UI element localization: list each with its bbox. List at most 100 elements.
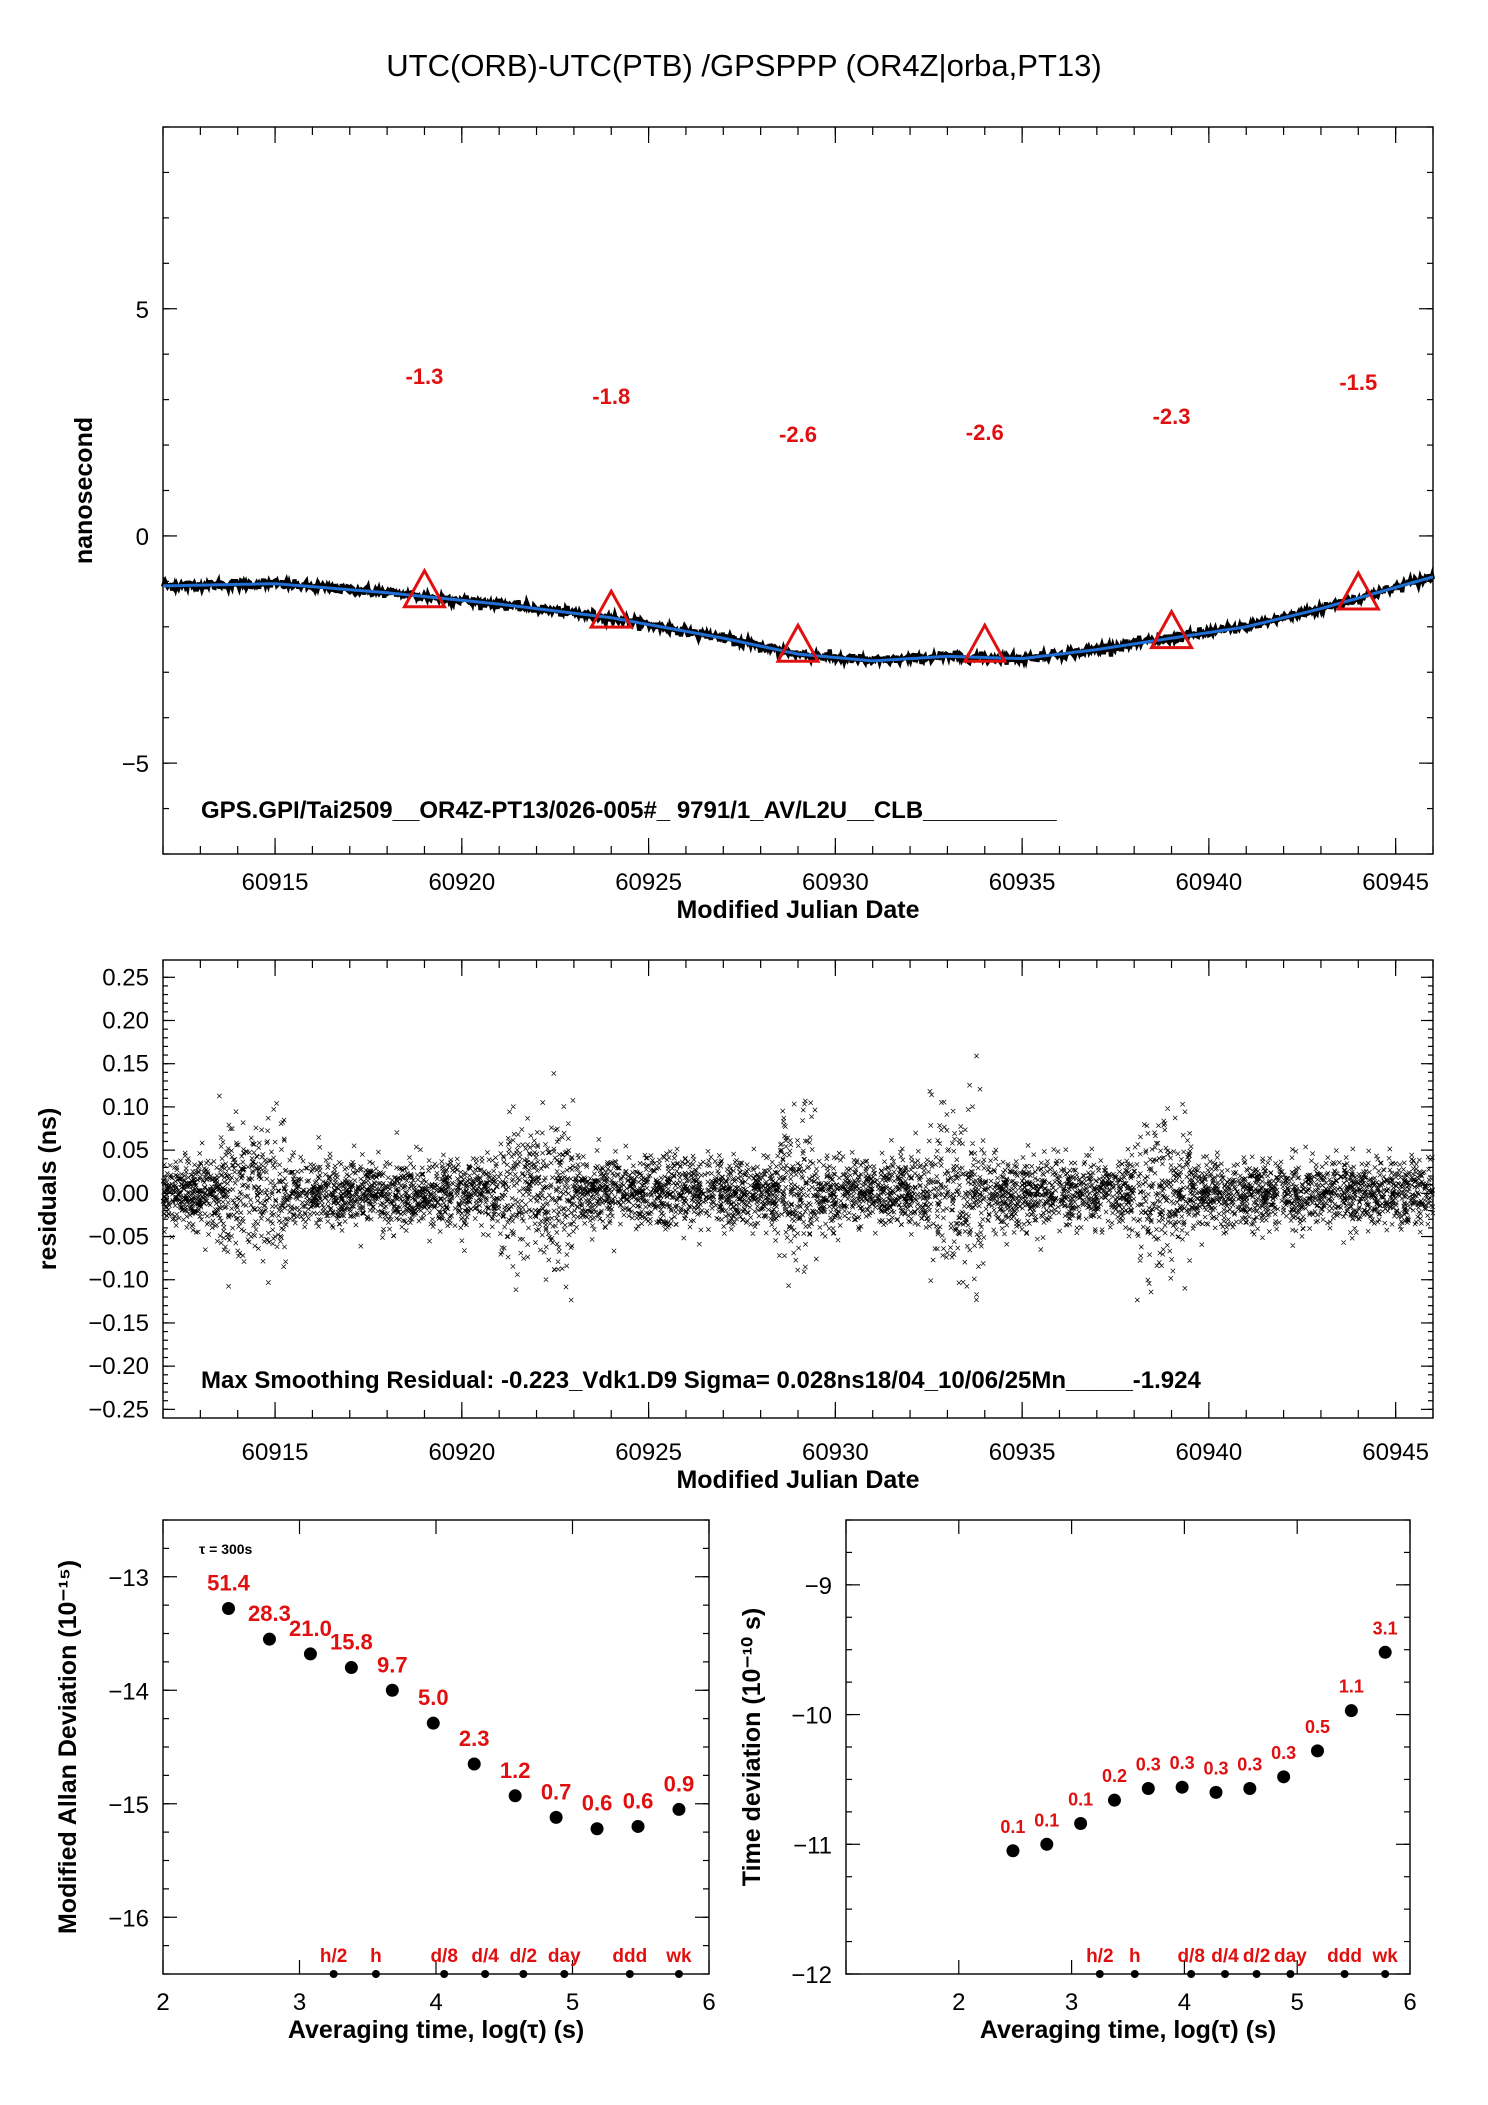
x-axis-label: Modified Julian Date bbox=[676, 1466, 919, 1494]
time-mark-dot bbox=[1095, 1970, 1104, 1978]
deviation-label: 0.2 bbox=[1102, 1766, 1127, 1786]
deviation-point bbox=[1006, 1844, 1020, 1858]
y-tick-label: 0.20 bbox=[102, 1007, 149, 1034]
deviation-point bbox=[508, 1789, 522, 1803]
marker-label: -2.3 bbox=[1153, 404, 1191, 429]
marker-label: -1.3 bbox=[406, 364, 444, 389]
deviation-point bbox=[672, 1802, 686, 1816]
deviation-label: 1.2 bbox=[500, 1758, 531, 1783]
x-tick-label: 3 bbox=[293, 1989, 306, 2016]
marker-label: -2.6 bbox=[779, 422, 817, 447]
y-tick-label: −10 bbox=[791, 1703, 832, 1730]
x-tick-label: 3 bbox=[1065, 1989, 1078, 2016]
time-mark-dot bbox=[329, 1970, 338, 1978]
x-tick-label: 60945 bbox=[1362, 1439, 1429, 1466]
y-tick-label: 0.15 bbox=[102, 1051, 149, 1078]
time-mark-label: d/8 bbox=[1177, 1946, 1204, 1967]
triangle-marker bbox=[588, 588, 634, 629]
time-mark-label: d/8 bbox=[430, 1946, 457, 1967]
deviation-label: 9.7 bbox=[377, 1652, 408, 1677]
triangle-marker bbox=[1148, 608, 1195, 650]
y-tick-label: 0.10 bbox=[102, 1094, 149, 1121]
time-mark-label: wk bbox=[665, 1946, 692, 1967]
deviation-label: 51.4 bbox=[207, 1571, 251, 1596]
plot-frame bbox=[162, 959, 1434, 1419]
y-tick-label: −0.25 bbox=[88, 1396, 149, 1423]
time-mark-dot bbox=[519, 1970, 528, 1978]
time-mark-label: h/2 bbox=[320, 1946, 347, 1967]
panel-annotation: GPS.GPI/Tai2509__OR4Z-PT13/026-005#_ 979… bbox=[201, 797, 1057, 824]
y-tick-label: 0.25 bbox=[102, 964, 149, 991]
deviation-point bbox=[1074, 1817, 1088, 1831]
time-mark-dot bbox=[1381, 1970, 1390, 1978]
deviation-point bbox=[262, 1632, 276, 1646]
deviation-point bbox=[1107, 1793, 1121, 1807]
time-mark-label: ddd bbox=[1327, 1946, 1362, 1967]
deviation-label: 21.0 bbox=[289, 1616, 332, 1641]
time-mark-label: d/2 bbox=[510, 1946, 537, 1967]
deviation-label: 0.6 bbox=[582, 1791, 613, 1816]
deviation-point bbox=[1378, 1645, 1392, 1659]
x-tick-label: 6 bbox=[702, 1989, 715, 2016]
smoothed-phase-series bbox=[162, 575, 1434, 663]
y-tick-label: −0.10 bbox=[88, 1267, 149, 1294]
y-tick-label: 0.05 bbox=[102, 1137, 149, 1164]
deviation-label: 15.8 bbox=[330, 1630, 373, 1655]
triangle-marker bbox=[1335, 569, 1381, 611]
figure-title: UTC(ORB)-UTC(PTB) /GPSPPP (OR4Z|orba,PT1… bbox=[386, 48, 1101, 83]
x-tick-label: 60945 bbox=[1362, 869, 1429, 896]
y-tick-label: −5 bbox=[122, 751, 149, 778]
x-axis-label: Averaging time, log(τ) (s) bbox=[288, 2016, 584, 2044]
time-mark-dot bbox=[1340, 1970, 1349, 1978]
deviation-label: 0.9 bbox=[664, 1771, 695, 1796]
time-mark-label: d/4 bbox=[471, 1946, 499, 1967]
y-axis-label: Time deviation (10⁻¹⁰ s) bbox=[738, 1608, 766, 1886]
deviation-point bbox=[426, 1716, 440, 1730]
time-mark-dot bbox=[1252, 1970, 1261, 1978]
y-axis-label: residuals (ns) bbox=[34, 1108, 62, 1271]
deviation-label: 0.3 bbox=[1170, 1753, 1195, 1773]
triangle-marker bbox=[401, 567, 448, 609]
deviation-label: 0.3 bbox=[1237, 1755, 1262, 1775]
time-mark-label: d/4 bbox=[1211, 1946, 1239, 1967]
time-mark-label: h bbox=[1129, 1946, 1141, 1967]
y-tick-label: −9 bbox=[805, 1573, 832, 1600]
panel-annotation: Max Smoothing Residual: -0.223_Vdk1.D9 S… bbox=[201, 1367, 1201, 1394]
deviation-point bbox=[222, 1602, 236, 1616]
deviation-label: 0.3 bbox=[1271, 1743, 1296, 1763]
deviation-label: 0.1 bbox=[1068, 1790, 1093, 1810]
x-tick-label: 60930 bbox=[802, 1439, 869, 1466]
time-mark-label: d/2 bbox=[1243, 1946, 1270, 1967]
time-mark-dot bbox=[371, 1970, 380, 1978]
time-mark-dot bbox=[1187, 1970, 1196, 1978]
deviation-point bbox=[1175, 1780, 1189, 1794]
deviation-point bbox=[549, 1810, 563, 1824]
deviation-point bbox=[631, 1819, 645, 1833]
x-tick-label: 60915 bbox=[242, 1439, 309, 1466]
time-mark-dot bbox=[1221, 1970, 1230, 1978]
deviation-label: 5.0 bbox=[418, 1685, 449, 1710]
x-tick-label: 4 bbox=[1178, 1989, 1191, 2016]
time-mark-label: h bbox=[370, 1946, 382, 1967]
y-axis-label: nanosecond bbox=[70, 417, 98, 564]
deviation-point bbox=[385, 1683, 399, 1697]
time-mark-label: ddd bbox=[612, 1946, 647, 1967]
deviation-point bbox=[1344, 1704, 1358, 1718]
x-tick-label: 4 bbox=[429, 1989, 442, 2016]
time-mark-dot bbox=[481, 1970, 490, 1978]
x-tick-label: 2 bbox=[156, 1989, 169, 2016]
deviation-label: 0.1 bbox=[1034, 1810, 1059, 1830]
time-mark-dot bbox=[1286, 1970, 1295, 1978]
y-tick-label: −12 bbox=[791, 1962, 832, 1989]
deviation-point bbox=[1141, 1782, 1155, 1796]
x-tick-label: 2 bbox=[952, 1989, 965, 2016]
x-tick-label: 60920 bbox=[428, 869, 495, 896]
x-tick-label: 60925 bbox=[615, 869, 682, 896]
tau-note: τ = 300s bbox=[199, 1541, 253, 1557]
time-mark-dot bbox=[440, 1970, 449, 1978]
phase-plot: 60915 60920 60925 60930 60935 60940 60945 5 0 −5 M… bbox=[70, 126, 1436, 924]
y-tick-label: −0.20 bbox=[88, 1353, 149, 1380]
x-tick-label: 60935 bbox=[989, 869, 1056, 896]
y-tick-label: 0 bbox=[136, 524, 149, 551]
